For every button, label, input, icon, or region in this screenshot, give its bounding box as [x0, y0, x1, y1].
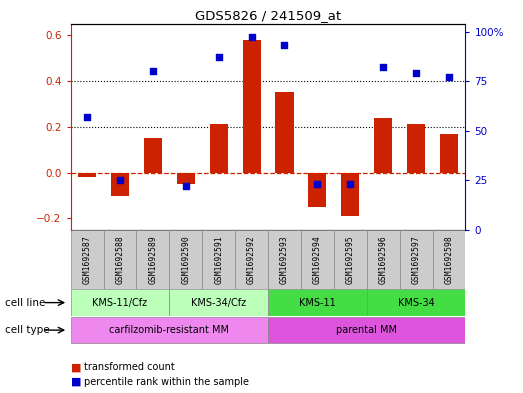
Text: GSM1692597: GSM1692597 [412, 235, 420, 284]
Bar [71, 289, 169, 316]
Text: cell type: cell type [5, 325, 50, 335]
Point [247, 34, 256, 40]
Text: GSM1692593: GSM1692593 [280, 235, 289, 284]
Text: GSM1692594: GSM1692594 [313, 235, 322, 284]
Text: cell line: cell line [5, 298, 46, 308]
Bar [400, 230, 433, 289]
Bar [71, 230, 104, 289]
Bar [71, 317, 268, 343]
Bar [374, 118, 392, 173]
Text: KMS-11: KMS-11 [299, 298, 336, 308]
Point [214, 54, 223, 61]
Bar [407, 125, 425, 173]
Bar [137, 230, 169, 289]
Bar [144, 138, 162, 173]
Text: GSM1692595: GSM1692595 [346, 235, 355, 284]
Text: GSM1692590: GSM1692590 [181, 235, 190, 284]
Text: transformed count: transformed count [84, 362, 175, 373]
Point [83, 114, 91, 120]
Text: percentile rank within the sample: percentile rank within the sample [84, 377, 248, 387]
Bar [78, 173, 96, 177]
Bar [268, 317, 465, 343]
Title: GDS5826 / 241509_at: GDS5826 / 241509_at [195, 9, 341, 22]
Point [116, 177, 124, 184]
Bar [309, 173, 326, 207]
Point [445, 74, 453, 80]
Bar [111, 173, 129, 195]
Point [346, 181, 355, 187]
Bar [334, 230, 367, 289]
Bar [276, 92, 293, 173]
Bar [268, 230, 301, 289]
Text: GSM1692591: GSM1692591 [214, 235, 223, 284]
Text: KMS-34/Cfz: KMS-34/Cfz [191, 298, 246, 308]
Text: carfilzomib-resistant MM: carfilzomib-resistant MM [109, 325, 229, 335]
Text: GSM1692589: GSM1692589 [149, 235, 157, 284]
Bar [104, 230, 137, 289]
Point [313, 181, 322, 187]
Bar [177, 173, 195, 184]
Text: KMS-11/Cfz: KMS-11/Cfz [93, 298, 147, 308]
Bar [169, 289, 268, 316]
Bar [341, 173, 359, 216]
Point [181, 183, 190, 189]
Bar [169, 230, 202, 289]
Text: GSM1692588: GSM1692588 [116, 235, 124, 284]
Bar [367, 289, 465, 316]
Text: ■: ■ [71, 377, 81, 387]
Bar [268, 289, 367, 316]
Bar [202, 230, 235, 289]
Point [412, 70, 420, 76]
Bar [433, 230, 465, 289]
Point [149, 68, 157, 74]
Bar [210, 125, 228, 173]
Point [379, 64, 388, 70]
Text: parental MM: parental MM [336, 325, 397, 335]
Bar [301, 230, 334, 289]
Text: GSM1692592: GSM1692592 [247, 235, 256, 284]
Text: KMS-34: KMS-34 [397, 298, 435, 308]
Text: GSM1692598: GSM1692598 [445, 235, 453, 284]
Text: GSM1692596: GSM1692596 [379, 235, 388, 284]
Text: ■: ■ [71, 362, 81, 373]
Text: GSM1692587: GSM1692587 [83, 235, 92, 284]
Bar [235, 230, 268, 289]
Bar [243, 40, 260, 173]
Point [280, 42, 289, 49]
Bar [367, 230, 400, 289]
Bar [440, 134, 458, 173]
